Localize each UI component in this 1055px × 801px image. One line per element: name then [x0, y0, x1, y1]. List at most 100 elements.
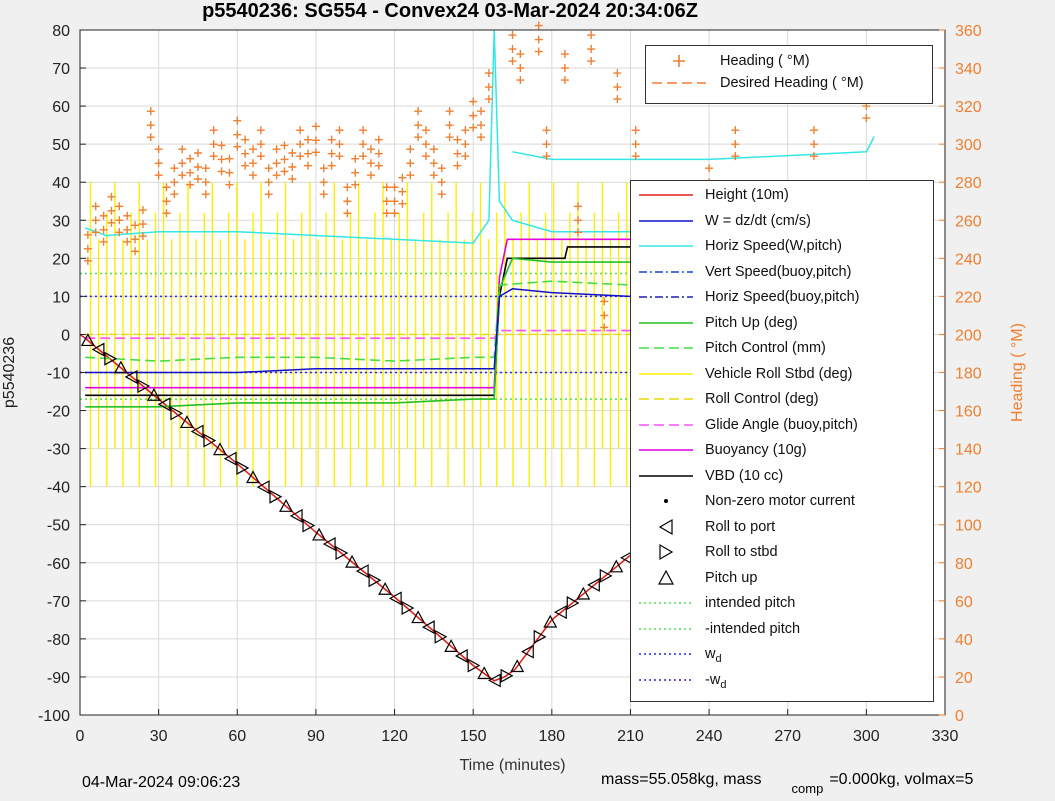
- heading-point: [382, 197, 391, 206]
- y-tick-label: -70: [47, 594, 70, 611]
- legend-label: Desired Heading ( °M): [720, 75, 864, 91]
- legend-symbol: [635, 438, 697, 462]
- y-tick-label: 20: [52, 251, 70, 268]
- heading-point: [256, 140, 265, 149]
- heading-point: [335, 126, 344, 135]
- heading-point: [233, 116, 242, 125]
- main-legend-entry: Glide Angle (buoy,pitch): [631, 413, 933, 439]
- heading-point: [359, 140, 368, 149]
- heading-point: [304, 161, 313, 170]
- legend-symbol: [635, 336, 697, 360]
- heading-point: [398, 187, 407, 196]
- heading-point: [587, 31, 596, 40]
- roll-port-marker: [388, 591, 402, 606]
- heading-point: [170, 164, 179, 173]
- legend-label: Heading ( °M): [720, 53, 810, 69]
- heading-legend-entry: Desired Heading ( °M): [646, 71, 932, 96]
- main-legend-entry: Vert Speed(buoy,pitch): [631, 260, 933, 286]
- footer-date: 04-Mar-2024 09:06:23: [82, 774, 241, 791]
- heading-point: [146, 107, 155, 116]
- roll-port-marker: [190, 424, 204, 439]
- heading-point: [398, 173, 407, 182]
- heading-point: [366, 145, 375, 154]
- heading-point: [264, 164, 273, 173]
- heading-point: [508, 45, 517, 54]
- y2-tick-label: 20: [955, 670, 973, 687]
- y2-tick-label: 340: [955, 61, 982, 78]
- roll-stbd-marker: [467, 658, 481, 673]
- legend-label: Non-zero motor current: [705, 493, 855, 509]
- heading-point: [178, 145, 187, 154]
- main-legend-entry: Horiz Speed(W,pitch): [631, 234, 933, 260]
- heading-point: [115, 202, 124, 211]
- heading-point: [288, 175, 297, 183]
- y2-tick-label: 360: [955, 23, 982, 40]
- heading-point: [241, 135, 250, 144]
- heading-point: [249, 159, 257, 168]
- heading-point: [91, 216, 100, 225]
- legend-label: Pitch Up (deg): [705, 314, 798, 331]
- heading-point: [477, 107, 486, 116]
- heading-point: [560, 76, 569, 85]
- heading-point: [534, 21, 543, 30]
- heading-point: [469, 97, 478, 106]
- roll-port-marker: [554, 605, 567, 620]
- heading-point: [241, 161, 250, 170]
- heading-point: [437, 164, 446, 173]
- footer-mass-part1: mass=55.058kg, mass: [601, 771, 762, 788]
- heading-point: [201, 178, 210, 187]
- heading-point: [131, 247, 140, 256]
- heading-point: [288, 149, 297, 157]
- pitch-up-marker: [576, 586, 591, 600]
- heading-point: [600, 297, 609, 306]
- heading-point: [374, 149, 383, 158]
- heading-point: [731, 126, 740, 135]
- main-legend-entry: Buoyancy (10g): [631, 438, 933, 464]
- pitch-up-marker: [179, 415, 194, 429]
- heading-point: [280, 141, 289, 150]
- heading-point: [272, 171, 281, 180]
- main-legend-entry: -intended pitch: [631, 617, 933, 643]
- heading-point: [508, 31, 517, 40]
- heading-point: [453, 149, 462, 158]
- legend-symbol: [635, 540, 697, 564]
- main-legend-entry: Pitch Up (deg): [631, 311, 933, 337]
- heading-point: [461, 126, 470, 135]
- heading-point: [390, 197, 399, 206]
- heading-point: [178, 171, 187, 180]
- heading-point: [453, 161, 462, 170]
- heading-point: [461, 140, 470, 149]
- heading-point: [414, 133, 423, 142]
- heading-point: [319, 178, 328, 187]
- x-tick-label: 30: [150, 728, 168, 745]
- legend-symbol: [635, 387, 697, 411]
- heading-point: [115, 216, 124, 225]
- legend-symbol: [635, 515, 697, 539]
- heading-point: [516, 76, 525, 85]
- heading-point: [484, 95, 493, 104]
- y-axis-label: p5540236: [1, 337, 18, 408]
- heading-point: [469, 123, 478, 132]
- y-tick-label: -40: [47, 480, 70, 497]
- heading-point: [201, 164, 210, 173]
- heading-point: [146, 121, 155, 130]
- heading-point: [631, 152, 640, 161]
- heading-point: [272, 159, 281, 168]
- heading-point: [83, 244, 92, 253]
- legend-symbol: [635, 285, 697, 309]
- y2-tick-label: 280: [955, 175, 982, 192]
- roll-port-marker: [91, 342, 105, 357]
- footer-mass-part2: =0.000kg, volmax=5: [829, 771, 974, 788]
- main-legend-entry: Height (10m): [631, 183, 933, 209]
- heading-point: [217, 155, 226, 164]
- x-tick-label: 120: [381, 728, 408, 745]
- heading-point: [731, 152, 740, 161]
- heading-point: [414, 107, 423, 116]
- y-tick-label: -80: [47, 632, 70, 649]
- heading-point: [162, 183, 171, 192]
- heading-point: [123, 237, 132, 246]
- heading-point: [631, 126, 640, 135]
- heading-point: [731, 140, 740, 149]
- heading-point: [162, 209, 171, 218]
- pitch-up-marker: [312, 527, 327, 541]
